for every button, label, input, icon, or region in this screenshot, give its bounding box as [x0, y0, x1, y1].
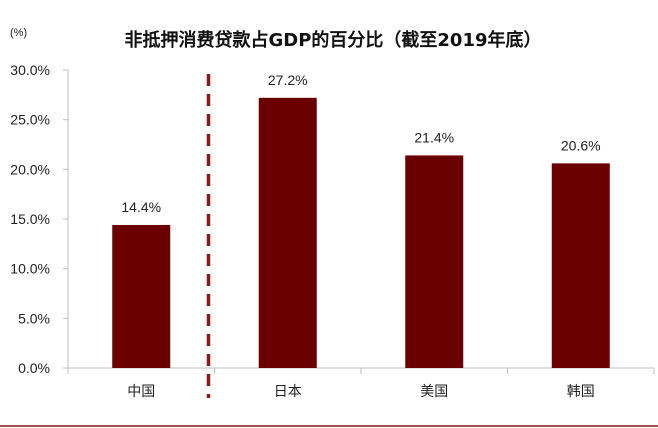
bar [405, 155, 464, 368]
data-label: 20.6% [561, 137, 601, 153]
bar [258, 97, 317, 369]
y-tick-label: 5.0% [18, 310, 50, 326]
y-unit-label: (%) [10, 27, 27, 39]
bar [112, 224, 171, 368]
y-tick-label: 15.0% [10, 211, 50, 227]
data-label: 21.4% [414, 129, 454, 145]
plot-area: 0.0% 5.0% 10.0% 15.0% 20.0% 25.0% 30.0% 14.4% 中国… [10, 62, 655, 400]
data-label: 27.2% [268, 72, 308, 88]
y-tick-label: 25.0% [10, 112, 50, 128]
bar [551, 163, 610, 368]
y-tick-label: 0.0% [18, 360, 50, 376]
category-label: 中国 [127, 384, 155, 400]
y-tick-label: 30.0% [10, 62, 50, 78]
category-label: 美国 [420, 384, 448, 400]
category-label: 韩国 [567, 384, 595, 400]
chart-title: 非抵押消费贷款占GDP的百分比（截至2019年底） [124, 29, 541, 51]
y-tick-label: 20.0% [10, 161, 50, 177]
category-label: 日本 [274, 384, 302, 400]
data-label: 14.4% [121, 199, 161, 215]
y-tick-label: 10.0% [10, 261, 50, 277]
